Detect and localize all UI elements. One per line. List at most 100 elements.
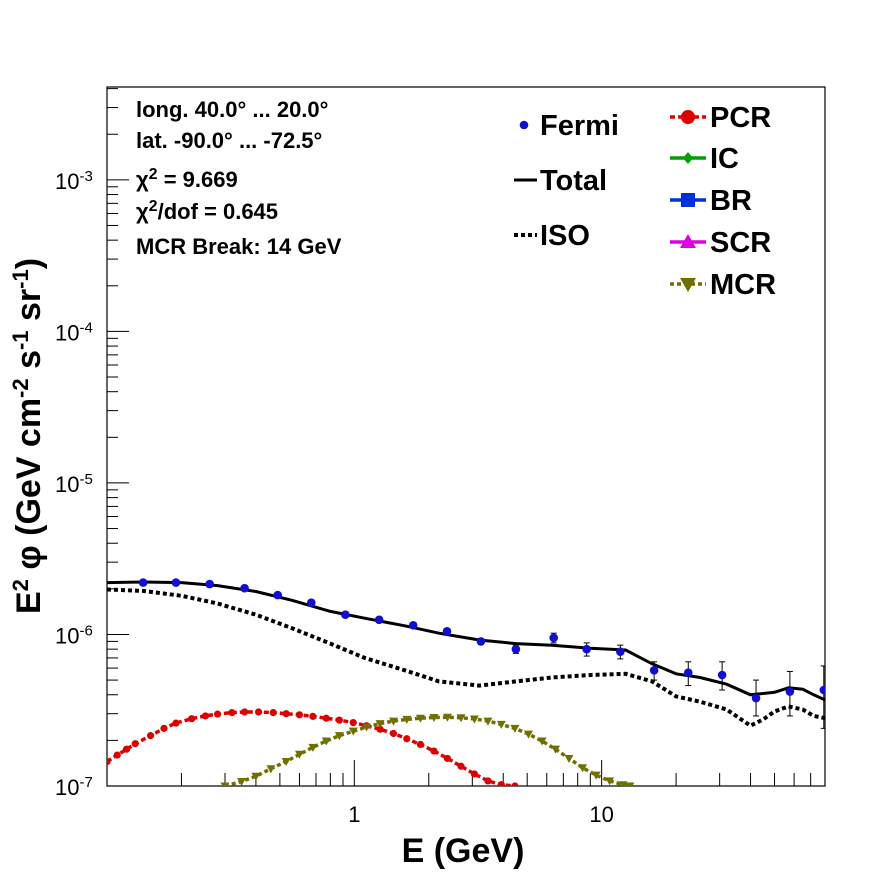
pcr-marker (470, 770, 479, 778)
pcr-marker (511, 782, 519, 786)
info-line: lat. -90.0° ... -72.5° (136, 128, 322, 153)
legend-label-scr: SCR (710, 227, 771, 259)
mcr-marker (605, 777, 615, 786)
info-line: χ2 = 9.669 (136, 166, 238, 193)
fermi-point (240, 583, 249, 593)
legend-fermi-marker (519, 120, 529, 130)
fermi-point (549, 633, 559, 643)
text-part: s (10, 350, 48, 378)
y-tick-exponent: -3 (79, 167, 92, 184)
fermi-point (171, 578, 181, 587)
text-part: lat. -90.0° ... -72.5° (136, 128, 322, 153)
fermi-point (442, 626, 452, 636)
text-part: /dof = 0.645 (158, 199, 278, 224)
x-tick-label: 10 (589, 802, 613, 827)
mcr-marker (266, 765, 276, 774)
superscript: 2 (149, 198, 158, 215)
pcr-marker (335, 716, 343, 724)
pcr-marker (254, 708, 263, 716)
pcr-marker (131, 740, 139, 748)
y-tick-base: 10 (55, 775, 79, 800)
superscript: 2 (8, 579, 33, 591)
mcr-marker (388, 717, 398, 726)
fermi-point (649, 666, 659, 675)
info-box: long. 40.0° ... 20.0° lat. -90.0° ... -72… (136, 97, 342, 259)
y-tick-label: 10-5 (55, 470, 93, 497)
y-tick-exponent: -5 (79, 470, 92, 487)
pcr-marker (188, 715, 196, 723)
fermi-point (683, 668, 693, 677)
text-part: ) (10, 258, 48, 269)
legend-label-mcr: MCR (710, 269, 776, 301)
mcr-marker (625, 782, 635, 786)
y-tick-exponent: -7 (79, 774, 92, 791)
pcr-marker (389, 729, 398, 738)
text-part: χ (136, 167, 149, 192)
pcr-marker (416, 740, 425, 749)
fermi-point (819, 685, 825, 695)
pcr-marker (107, 757, 111, 766)
legend-label-pcr: PCR (710, 102, 771, 134)
legend-br-marker (681, 193, 695, 207)
fermi-point (582, 644, 591, 654)
mcr-marker (294, 750, 304, 759)
fermi-point (138, 578, 148, 587)
y-tick-base: 10 (55, 169, 79, 194)
mcr-marker (220, 782, 230, 786)
pcr-marker (146, 732, 155, 740)
series-layer (107, 578, 825, 786)
fermi-point (374, 615, 384, 625)
fermi-point (751, 693, 761, 703)
text-part: sr (10, 289, 48, 331)
fermi-point (717, 670, 727, 680)
plot-frame (106, 86, 826, 787)
legend-scr-marker (680, 234, 696, 248)
pcr-marker (228, 709, 236, 717)
y-tick-base: 10 (55, 472, 79, 497)
y-axis-title: E2 φ (GeV cm-2 s-1 sr-1) (8, 258, 49, 614)
fermi-point (205, 579, 214, 589)
pcr-marker (282, 710, 290, 718)
pcr-marker (122, 745, 131, 753)
y-tick-label: 10-4 (55, 319, 93, 346)
mcr-marker (564, 754, 574, 763)
mcr-marker (251, 772, 261, 781)
mcr-marker (361, 723, 371, 732)
x-tick-label: 1 (348, 802, 360, 827)
mcr-marker (591, 771, 601, 780)
superscript: -2 (8, 378, 33, 398)
x-axis-title: E (GeV) (402, 832, 525, 870)
pcr-marker (160, 724, 168, 732)
fermi-point (307, 598, 316, 608)
mcr-marker (237, 778, 247, 786)
pcr-marker (457, 762, 465, 770)
mcr-marker (618, 781, 628, 786)
pcr-marker (240, 708, 249, 716)
y-tick-label: 10-7 (55, 774, 93, 801)
y-tick-label: 10-6 (55, 622, 93, 649)
text-part: φ (GeV cm (10, 398, 48, 579)
mcr-marker (375, 720, 385, 729)
legend-ic-marker (683, 152, 693, 164)
mcr-marker (551, 745, 561, 754)
pcr-marker (443, 754, 452, 763)
total-line (107, 580, 825, 702)
mcr-marker (442, 713, 452, 722)
mcr-marker (578, 764, 588, 773)
pcr-marker (172, 719, 180, 727)
iso-line (107, 587, 825, 729)
legend: Fermi Total ISO PCR IC BR SCR MCR (514, 102, 776, 301)
mcr-marker (334, 732, 344, 741)
mcr-marker (415, 714, 425, 723)
superscript: -1 (8, 330, 33, 350)
fermi-point (273, 590, 283, 600)
info-line: MCR Break: 14 GeV (136, 234, 342, 259)
pcr-marker (201, 712, 210, 720)
y-tick-exponent: -4 (79, 319, 92, 336)
text-part: MCR Break: 14 GeV (136, 234, 342, 259)
legend-label-fermi: Fermi (540, 110, 619, 142)
legend-label-iso: ISO (540, 220, 590, 252)
mcr-line (224, 715, 631, 786)
